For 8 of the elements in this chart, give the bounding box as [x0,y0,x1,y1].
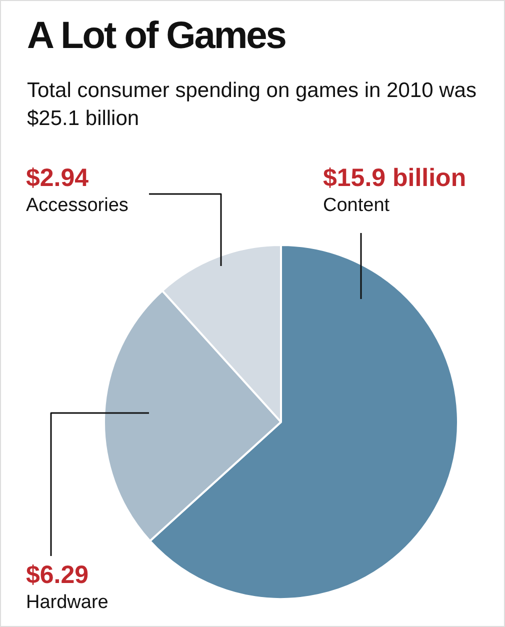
slice-label: Content [323,195,390,216]
chart-subtitle: Total consumer spending on games in 2010 was $25.1 billion [27,78,478,132]
slice-label: Accessories [26,195,128,216]
chart-title: A Lot of Games [27,15,286,58]
data-label: $15.9 billion [323,164,466,192]
data-label: $6.29 [26,561,89,589]
data-label: $2.94 [26,164,89,192]
slice-label: Hardware [26,592,108,613]
